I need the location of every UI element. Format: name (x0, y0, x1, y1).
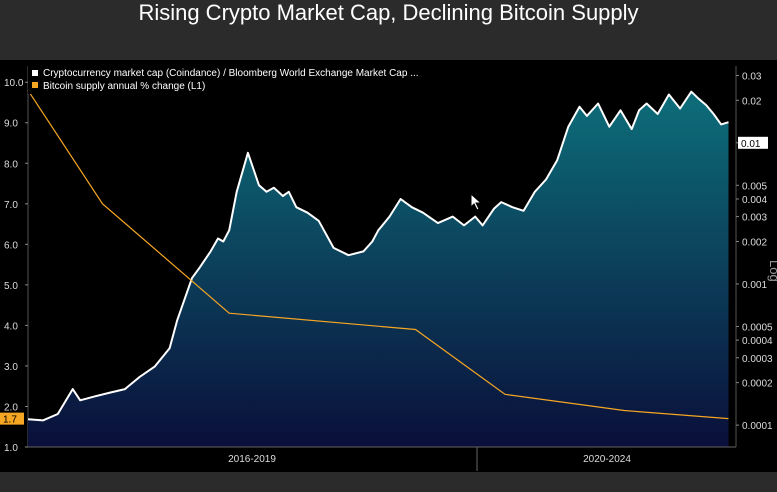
ratio-area-fill (28, 91, 729, 447)
right-tick-label: 0.004 (742, 195, 767, 206)
title-bar: Rising Crypto Market Cap, Declining Bitc… (0, 0, 777, 44)
chart-svg: 1.02.03.04.05.06.07.08.09.010.01.7 0.030… (0, 64, 777, 471)
left-tick-label: 4.0 (4, 321, 18, 332)
right-tick-label: 0.02 (742, 96, 762, 107)
left-tick-label: 10.0 (4, 78, 24, 89)
right-tick-label: 0.002 (742, 237, 767, 248)
left-last-value-label: 1.7 (3, 415, 17, 426)
left-tick-label: 3.0 (4, 362, 18, 373)
right-tick-label: 0.005 (742, 181, 767, 192)
legend-swatch-ratio (32, 70, 38, 76)
left-tick-label: 1.0 (4, 443, 18, 454)
legend-background (28, 64, 452, 94)
bottom-strip (0, 472, 777, 492)
left-tick-label: 2.0 (4, 402, 18, 413)
x-tick-label: 2020-2024 (583, 454, 631, 465)
right-tick-label: 0.0003 (742, 354, 773, 365)
chart-title: Rising Crypto Market Cap, Declining Bitc… (138, 0, 639, 25)
mouse-cursor-icon (470, 193, 483, 211)
right-tick-label: 0.03 (742, 71, 762, 82)
right-axis: 0.03 0.02 0.01 0.005 0.004 0.003 0.002 0.001 0.0… (735, 66, 777, 447)
legend-swatch-supply (32, 82, 38, 88)
legend-label-ratio: Cryptocurrency market cap (Coindance) / … (43, 68, 419, 79)
left-tick-label: 9.0 (4, 119, 18, 130)
right-tick-label: 0.0002 (742, 379, 773, 390)
left-tick-label: 5.0 (4, 281, 18, 292)
x-axis: 2016-2019 2020-2024 (28, 446, 736, 471)
chart-area: 1.0 2.0 3.0 4.0 5.0 6.0 7.0 8.0 9.0 10.0 1.7 0.03 0… (0, 60, 777, 472)
right-tick-label: 0.0001 (742, 421, 773, 432)
right-tick-label: 0.003 (742, 213, 767, 224)
legend: Cryptocurrency market cap (Coindance) / … (28, 64, 452, 94)
left-tick-label: 8.0 (4, 159, 18, 170)
right-tick-label: 0.001 (742, 280, 767, 291)
legend-label-supply: Bitcoin supply annual % change (L1) (43, 81, 205, 92)
ratio-series-line (27, 90, 729, 422)
left-axis: 1.0 2.0 3.0 4.0 5.0 6.0 7.0 8.0 9.0 10.0 1.7 (0, 66, 29, 454)
left-tick-label: 6.0 (4, 240, 18, 251)
right-axis-scale-label: Log (767, 260, 777, 282)
right-tick-label: 0.0005 (742, 322, 773, 333)
supply-series-line (27, 89, 729, 420)
right-last-value-badge (738, 136, 768, 149)
x-tick-label: 2016-2019 (228, 454, 276, 465)
left-last-value-badge (0, 412, 24, 425)
right-last-value-label: 0.01 (741, 139, 761, 150)
left-tick-label: 7.0 (4, 200, 18, 211)
right-tick-label: 0.0004 (742, 336, 773, 347)
plot-area (27, 89, 729, 447)
